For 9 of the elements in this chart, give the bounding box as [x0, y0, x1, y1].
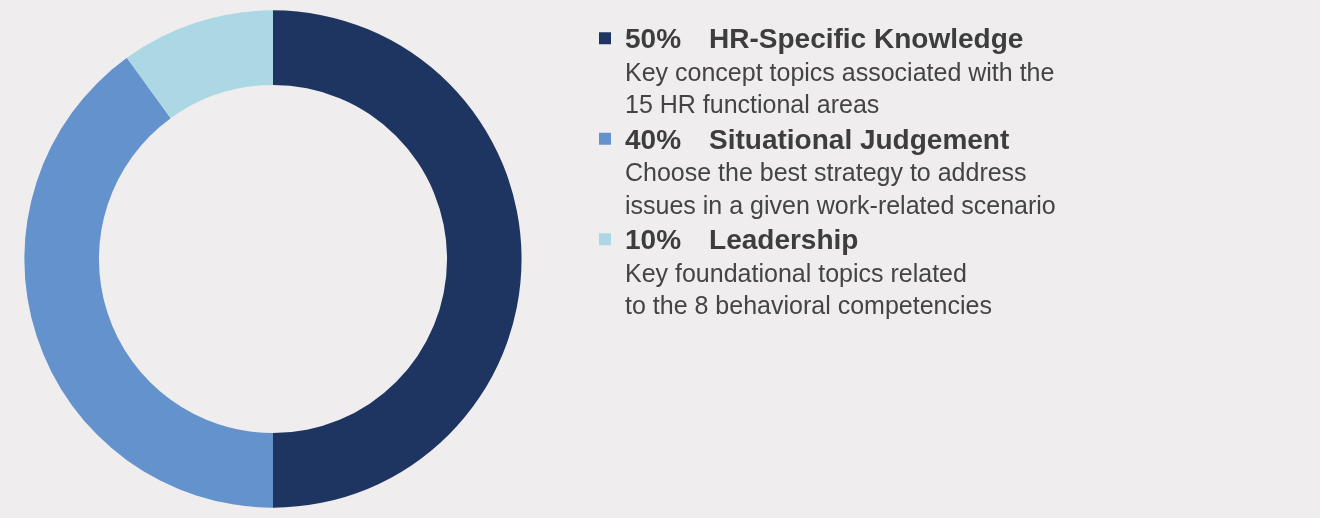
text: Key foundational topics related to the 8 behavioral competencies — [625, 258, 992, 320]
legend-label: 40% Situational Judgement — [625, 123, 1010, 155]
donut-slice — [126, 10, 273, 119]
legend-label: 50% HR-Specific Knowledge — [625, 23, 1024, 55]
text: Choose the best strategy to address issues in a given work-related scenario — [625, 158, 1056, 219]
text: Key concept topics associated with the 15 HR functional areas — [625, 57, 1055, 119]
donut-slice — [24, 57, 273, 508]
donut-slice — [273, 10, 522, 508]
legend-label: 10% Leadership — [625, 224, 859, 256]
